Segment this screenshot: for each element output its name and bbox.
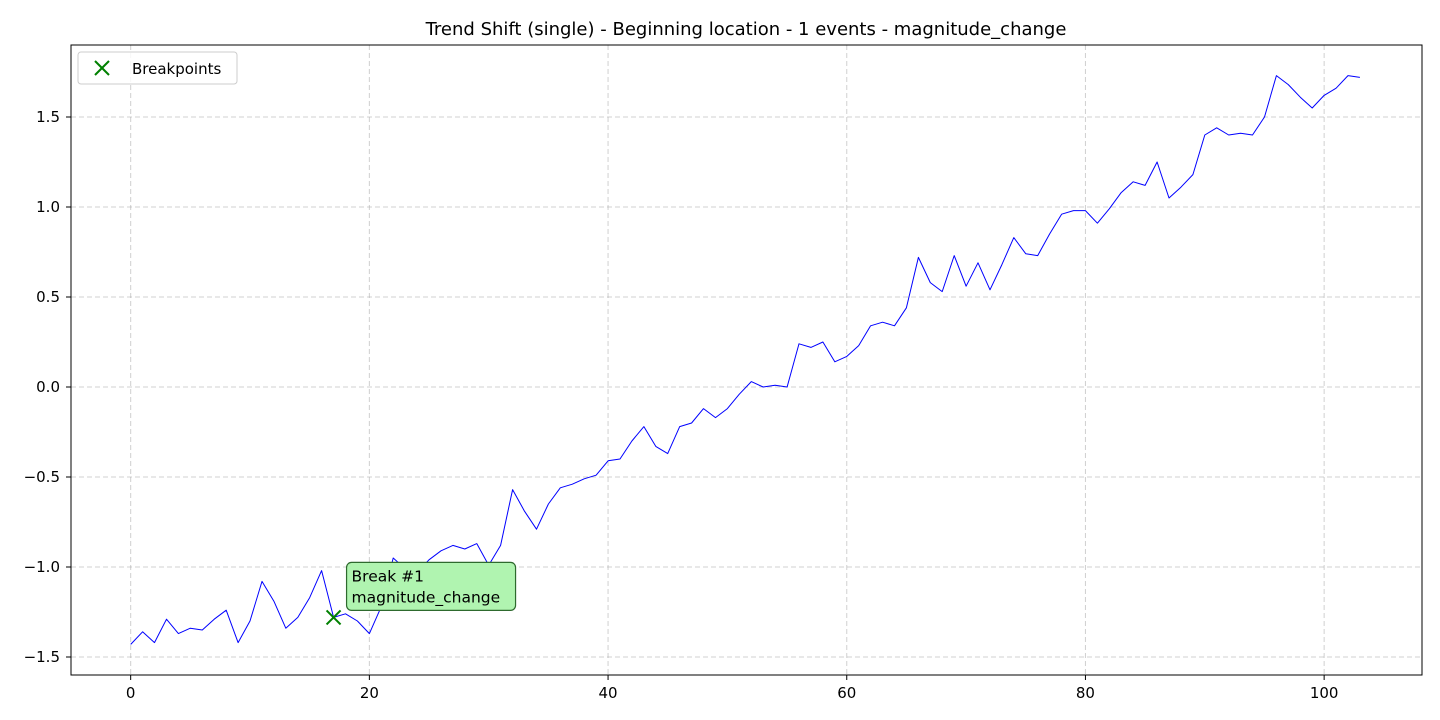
series-layer <box>130 75 1360 645</box>
y-tick-label: −1.5 <box>24 648 60 666</box>
legend-box <box>77 51 238 85</box>
legend-marker-glyph <box>94 60 110 76</box>
legend-label-breakpoints: Breakpoints <box>132 60 221 78</box>
series-line <box>130 75 1360 645</box>
x-tick-label: 80 <box>1076 684 1095 702</box>
x-tick-label: 100 <box>1310 684 1339 702</box>
y-tick-label: −1.0 <box>24 558 60 576</box>
y-tick-label: 0.0 <box>36 378 60 396</box>
legend-x-marker-icon <box>94 60 110 76</box>
y-tick-label: 0.5 <box>36 288 60 306</box>
annotations: Break #1 magnitude_change <box>345 561 517 612</box>
breakpoint-markers <box>325 609 342 626</box>
legend: Breakpoints <box>77 51 238 85</box>
x-tick-label: 40 <box>599 684 618 702</box>
y-tick-label: −0.5 <box>24 468 60 486</box>
plot-frame <box>70 44 1423 676</box>
x-tick-label: 60 <box>837 684 856 702</box>
annotation-line-2: magnitude_change <box>352 588 501 607</box>
annotation-line-1: Break #1 <box>352 567 424 585</box>
chart-title: Trend Shift (single) - Beginning locatio… <box>425 19 1067 40</box>
x-marker-stroke <box>325 609 342 626</box>
x-tick-label: 0 <box>126 684 136 702</box>
axis-ticks: 0 20 40 60 80 100 −1.5 −1.0 −0.5 0.0 0.5 1.0 1.5 <box>24 108 1339 702</box>
breakpoint-marker <box>325 609 342 626</box>
y-tick-label: 1.0 <box>36 198 60 216</box>
x-marker-stroke <box>94 60 110 76</box>
annotation-box <box>345 561 517 612</box>
x-tick-label: 20 <box>360 684 379 702</box>
y-tick-label: 1.5 <box>36 108 60 126</box>
annotation-break: Break #1 magnitude_change <box>345 561 517 612</box>
